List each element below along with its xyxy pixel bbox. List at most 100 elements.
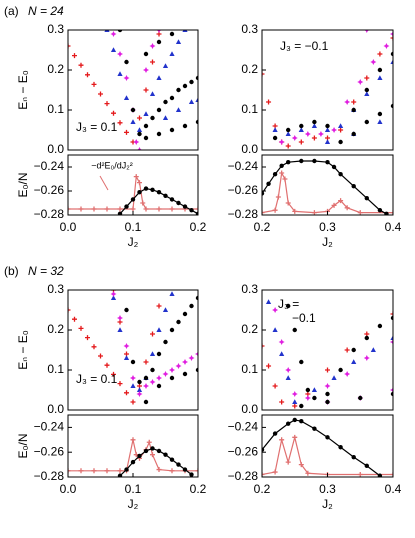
point [305, 387, 311, 393]
point [390, 103, 393, 109]
point [357, 79, 364, 85]
point [182, 311, 188, 317]
y-tick-label: 0.0 [241, 402, 258, 416]
point [285, 131, 291, 136]
point [156, 383, 162, 389]
point [137, 131, 142, 137]
y-tick-label: 0.2 [241, 322, 258, 336]
point [344, 205, 350, 211]
point [156, 375, 162, 381]
y-tick-label: 0.1 [241, 362, 258, 376]
point [169, 367, 175, 373]
point [150, 187, 155, 192]
point [85, 335, 90, 341]
point [130, 359, 136, 365]
x-tick-label: 0.2 [254, 220, 271, 234]
point [291, 391, 298, 397]
point [377, 67, 383, 73]
point [377, 51, 383, 57]
y-axis-label: E₀/N [16, 434, 30, 459]
point [305, 470, 311, 476]
point [123, 95, 130, 100]
annotation-pointer [99, 175, 109, 191]
point [390, 387, 393, 393]
point [156, 303, 162, 309]
axes-frame [67, 154, 199, 216]
point [124, 307, 129, 313]
point [390, 335, 393, 340]
point [195, 367, 198, 373]
point [377, 75, 383, 80]
point [358, 395, 363, 401]
point [156, 39, 162, 45]
x-tick-label: 0.2 [254, 482, 271, 496]
point [78, 206, 84, 212]
point [338, 127, 344, 133]
point [279, 163, 284, 168]
point [338, 139, 343, 145]
axes-frame [261, 289, 394, 411]
point [130, 119, 136, 124]
axes-frame [261, 414, 394, 478]
point [331, 375, 337, 380]
point [292, 434, 298, 440]
point [325, 123, 330, 129]
point [169, 327, 175, 333]
point [189, 208, 194, 213]
point [169, 31, 175, 37]
point [325, 435, 330, 440]
point [370, 59, 377, 65]
y-tick-label: −0.24 [228, 420, 259, 434]
point [292, 417, 297, 423]
point [104, 206, 110, 212]
point [104, 362, 110, 368]
point [98, 91, 103, 97]
point [162, 115, 169, 120]
point [176, 87, 181, 93]
x-tick-label: 0.4 [385, 220, 402, 234]
point [299, 403, 304, 409]
point [117, 327, 123, 332]
point [175, 107, 182, 112]
axes-frame [67, 414, 199, 478]
point [364, 91, 370, 96]
y-tick-label: 0.2 [47, 322, 64, 336]
point [195, 119, 198, 125]
point [72, 316, 77, 322]
system-size: N = 24 [28, 4, 64, 18]
point [266, 363, 272, 369]
point [175, 363, 182, 369]
point [364, 335, 369, 341]
point [137, 453, 142, 459]
point [272, 172, 278, 177]
point [377, 111, 383, 117]
point [364, 331, 370, 337]
axes-frame [67, 289, 199, 411]
point [143, 135, 149, 141]
y-tick-label: 0.2 [47, 62, 64, 76]
point [175, 39, 182, 44]
point [299, 123, 304, 129]
point [299, 158, 304, 164]
point [123, 355, 130, 360]
point [68, 468, 71, 474]
point [143, 448, 149, 454]
y-tick-label: −0.24 [34, 159, 65, 173]
point [363, 30, 370, 33]
point [390, 59, 393, 64]
point [351, 454, 356, 460]
point [130, 197, 136, 202]
x-tick-label: 0.2 [190, 220, 207, 234]
point [351, 359, 357, 364]
point [143, 375, 149, 381]
y-tick-label: 0.3 [47, 282, 64, 296]
point [364, 196, 369, 201]
point [143, 51, 149, 57]
point [195, 75, 198, 81]
point [195, 97, 198, 102]
point [149, 43, 156, 49]
point [133, 174, 139, 180]
point [325, 367, 330, 373]
point [312, 119, 317, 125]
x-axis-label: J₂ [128, 235, 139, 249]
